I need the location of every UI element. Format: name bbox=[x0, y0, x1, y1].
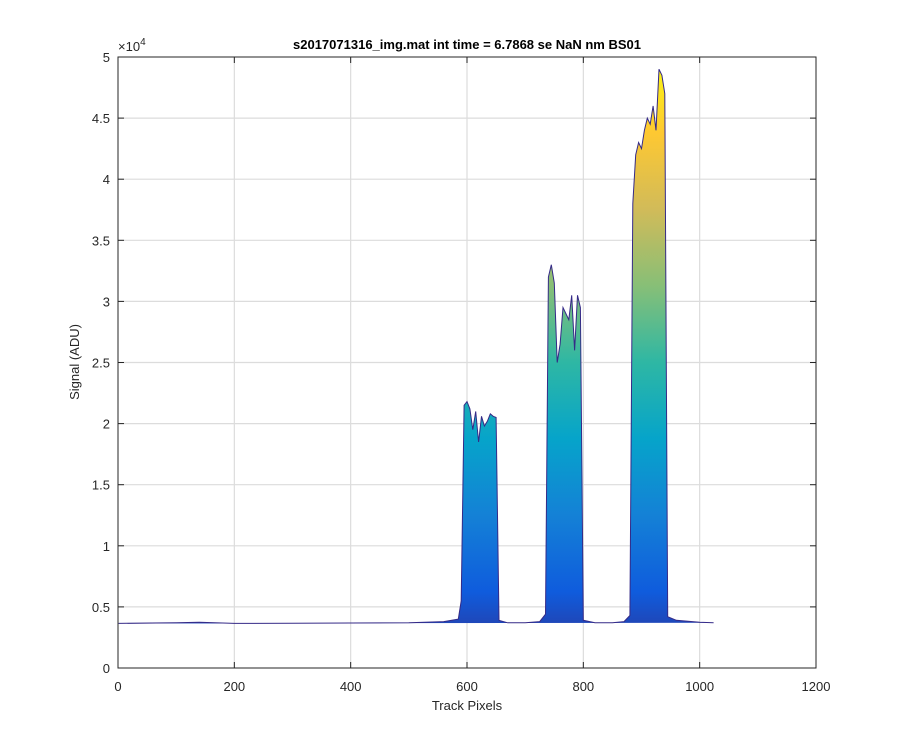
grid-layer bbox=[118, 57, 816, 668]
y-axis-label: Signal (ADU) bbox=[67, 324, 82, 400]
y-axis-exponent: ×104 bbox=[118, 37, 146, 54]
x-tick-label: 1200 bbox=[802, 679, 831, 694]
y-axis-exponent-power: 4 bbox=[140, 37, 146, 48]
x-tick-label: 400 bbox=[340, 679, 362, 694]
signal-area-series bbox=[118, 69, 714, 624]
y-tick-label: 0.5 bbox=[92, 600, 110, 615]
y-tick-label: 5 bbox=[103, 50, 110, 65]
signal-baseline-line bbox=[118, 68, 714, 624]
y-tick-label: 2 bbox=[103, 417, 110, 432]
tick-layer: 0 200 400 600 800 1000 1200 0 0.5 1 1.5 2 2.5 3 3.5 4 4.… bbox=[92, 50, 831, 694]
y-tick-label: 4.5 bbox=[92, 111, 110, 126]
chart-title: s2017071316_img.mat int time = 6.7868 se… bbox=[293, 37, 641, 52]
y-axis-exponent-base: ×10 bbox=[118, 39, 140, 54]
y-tick-label: 3 bbox=[103, 294, 110, 309]
y-tick-label: 0 bbox=[103, 661, 110, 676]
y-tick-label: 1.5 bbox=[92, 478, 110, 493]
y-tick-label: 1 bbox=[103, 539, 110, 554]
x-axis-label: Track Pixels bbox=[432, 698, 503, 713]
x-tick-label: 1000 bbox=[685, 679, 714, 694]
x-tick-label: 800 bbox=[572, 679, 594, 694]
x-tick-label: 0 bbox=[114, 679, 121, 694]
x-tick-label: 600 bbox=[456, 679, 478, 694]
y-tick-label: 4 bbox=[103, 172, 110, 187]
y-tick-label: 3.5 bbox=[92, 233, 110, 248]
y-tick-label: 2.5 bbox=[92, 356, 110, 371]
x-tick-label: 200 bbox=[223, 679, 245, 694]
